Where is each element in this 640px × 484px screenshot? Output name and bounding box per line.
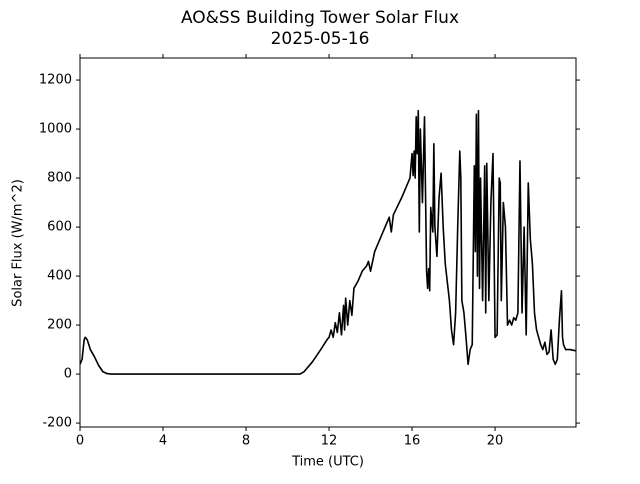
x-tick-label: 20 [487, 434, 504, 449]
x-tick-label: 16 [404, 434, 421, 449]
y-tick-label: 800 [47, 171, 72, 186]
chart-subtitle: 2025-05-16 [271, 29, 370, 49]
y-tick-label: 1000 [39, 122, 72, 137]
x-tick-label: 4 [159, 434, 167, 449]
plot-frame [79, 57, 577, 428]
y-tick-label: 1200 [39, 73, 72, 88]
y-tick-label: 0 [64, 367, 72, 382]
x-tick-label: 8 [242, 434, 250, 449]
data-line [79, 109, 577, 375]
x-tick-label: 12 [321, 434, 338, 449]
x-tick-label: 0 [76, 434, 84, 449]
y-tick-label: -200 [42, 416, 72, 431]
chart-title: AO&SS Building Tower Solar Flux [181, 8, 459, 28]
x-axis-label: Time (UTC) [291, 455, 364, 470]
y-tick-label: 200 [47, 318, 72, 333]
y-axis-label: Solar Flux (W/m^2) [11, 179, 26, 307]
y-tick-label: 600 [47, 220, 72, 235]
y-tick-label: 400 [47, 269, 72, 284]
